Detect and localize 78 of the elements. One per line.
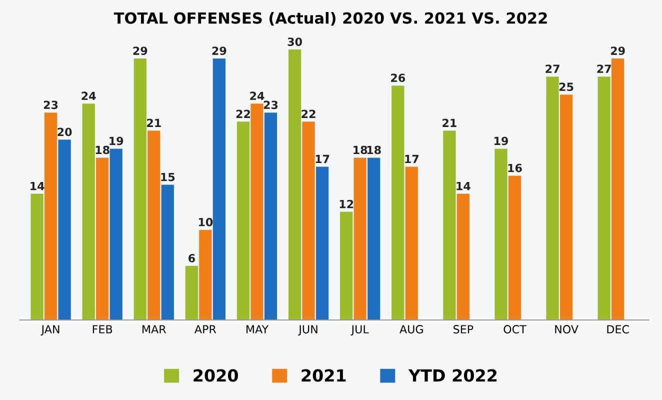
bar: [161, 184, 174, 320]
bar: [212, 58, 226, 320]
x-tick-label: JAN: [40, 325, 60, 336]
data-label: 20: [58, 128, 72, 136]
bar: [44, 112, 58, 320]
bar: [546, 76, 559, 320]
data-label: 6: [188, 254, 195, 262]
bar: [508, 176, 522, 320]
data-label: 27: [546, 64, 560, 73]
data-label: 30: [288, 38, 302, 46]
data-label: 27: [597, 64, 611, 73]
data-label: 19: [494, 136, 508, 146]
x-tick-label: JUL: [350, 325, 369, 336]
bar: [110, 148, 122, 320]
bar: [148, 130, 160, 320]
data-label: 15: [161, 172, 175, 182]
bar: [392, 86, 404, 320]
x-tick-label: NOV: [555, 325, 578, 334]
legend-label: 2020: [194, 369, 238, 382]
data-label: 22: [302, 110, 316, 118]
data-label: 23: [264, 100, 278, 110]
x-tick-label: MAY: [246, 325, 269, 334]
data-label: 17: [316, 154, 330, 164]
bar: [264, 112, 278, 320]
bar: [368, 158, 380, 320]
bar: [250, 104, 264, 320]
data-label: 17: [405, 154, 418, 164]
bar: [494, 148, 508, 320]
x-tick-label: AUG: [400, 325, 423, 334]
bar: [30, 194, 44, 320]
bar: [58, 140, 71, 320]
data-label: 22: [236, 110, 250, 118]
data-label: 12: [340, 200, 354, 208]
data-label: 23: [44, 100, 58, 110]
bar: [340, 212, 353, 320]
bar: [236, 122, 250, 320]
legend-label: YTD 2022: [408, 369, 496, 382]
data-label: 24: [250, 92, 264, 100]
data-label: 21: [147, 118, 161, 127]
x-tick-label: APR: [194, 325, 216, 334]
x-tick-label: OCT: [504, 325, 526, 334]
data-label: 16: [508, 164, 522, 172]
data-label: 18: [96, 146, 110, 154]
x-tick-label: SEP: [454, 325, 474, 334]
data-label: 25: [559, 82, 574, 92]
data-label: 14: [30, 182, 44, 190]
bar: [96, 158, 109, 320]
data-label: 18: [367, 146, 381, 154]
legend-label: 2021: [302, 369, 346, 382]
bar: [302, 122, 315, 320]
x-tick-label: DEC: [607, 325, 629, 334]
bar: [185, 266, 198, 320]
data-label: 21: [442, 118, 456, 127]
x-tick-label: FEB: [92, 325, 112, 334]
data-label: 14: [456, 182, 470, 190]
bar: [199, 230, 212, 320]
bar: [612, 58, 624, 320]
data-label: 29: [212, 46, 226, 55]
x-tick-label: JUN: [298, 325, 318, 336]
bar: [288, 50, 302, 320]
bar: [134, 58, 146, 320]
bar: [316, 166, 329, 320]
data-label: 19: [110, 136, 124, 146]
bar: [354, 158, 366, 320]
data-label: 24: [82, 92, 96, 100]
bar: [443, 130, 456, 320]
data-label: 10: [198, 218, 213, 226]
bar: [456, 194, 470, 320]
data-label: 26: [391, 74, 406, 82]
data-label: 29: [610, 46, 625, 55]
bar: [598, 76, 610, 320]
data-label: 18: [354, 146, 368, 154]
x-tick-label: MAR: [142, 325, 166, 334]
bar: [405, 166, 418, 320]
bar: [560, 94, 573, 320]
data-label: 29: [133, 46, 148, 55]
chart-title: TOTAL OFFENSES (Actual) 2020 VS. 2021 VS. 2022: [114, 12, 547, 26]
bar: [82, 104, 95, 320]
